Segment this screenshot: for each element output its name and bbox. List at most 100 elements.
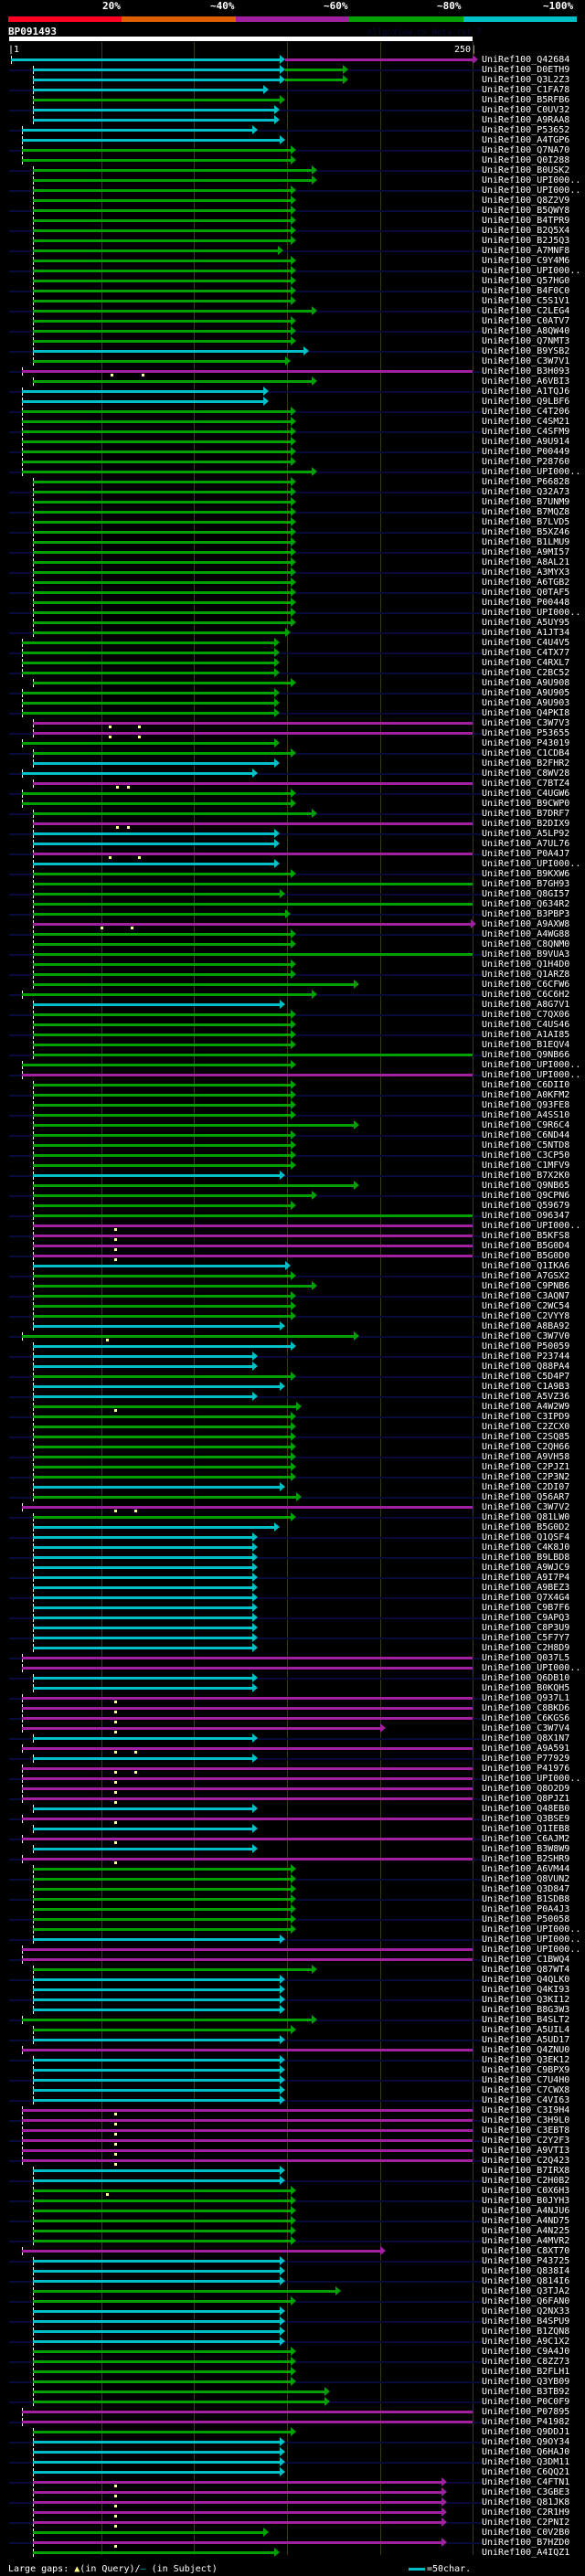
hit-label[interactable]: UniRef100_Q1QSF4: [482, 1532, 570, 1542]
hit-label[interactable]: UniRef100_C1FA78: [482, 85, 570, 95]
hit-label[interactable]: UniRef100_P50059: [482, 1341, 570, 1352]
hit-label[interactable]: UniRef100_Q81JK8: [482, 2497, 570, 2507]
hit-label[interactable]: UniRef100_B7HZD0: [482, 2538, 570, 2548]
hit-label[interactable]: UniRef100_B1EQV4: [482, 1040, 570, 1050]
hit-label[interactable]: UniRef100_Q56AR7: [482, 1492, 570, 1502]
hit-label[interactable]: UniRef100_A1TQJ6: [482, 387, 570, 397]
hit-label[interactable]: UniRef100_B1SDB8: [482, 1894, 570, 1904]
hit-label[interactable]: UniRef100_C5NTD8: [482, 1140, 570, 1150]
hit-label[interactable]: UniRef100_A4MVR2: [482, 2236, 570, 2246]
hit-label[interactable]: UniRef100_Q4ZNU0: [482, 2045, 570, 2055]
hit-label[interactable]: UniRef100_C9R6C4: [482, 1120, 570, 1130]
hit-label[interactable]: UniRef100_A9U903: [482, 698, 570, 708]
hit-label[interactable]: UniRef100_A4W2W9: [482, 1402, 570, 1412]
hit-label[interactable]: UniRef100_A7GSX2: [482, 1271, 570, 1281]
hit-label[interactable]: UniRef100_UPI000..: [482, 266, 581, 276]
hit-label[interactable]: UniRef100_C6ND44: [482, 1130, 570, 1140]
hit-label[interactable]: UniRef100_P28760: [482, 457, 570, 467]
hit-label[interactable]: UniRef100_C8XT70: [482, 2246, 570, 2256]
hit-label[interactable]: UniRef100_A5VZ36: [482, 1392, 570, 1402]
hit-label[interactable]: UniRef100_B5RFB6: [482, 95, 570, 105]
hit-label[interactable]: UniRef100_C2PJZ1: [482, 1462, 570, 1472]
hit-label[interactable]: UniRef100_Q4KI93: [482, 1985, 570, 1995]
hit-label[interactable]: UniRef100_Q0I288: [482, 155, 570, 165]
hit-label[interactable]: UniRef100_C8ZZ73: [482, 2357, 570, 2367]
hit-label[interactable]: UniRef100_A4SS10: [482, 1110, 570, 1120]
hit-label[interactable]: UniRef100_A9BEZ3: [482, 1583, 570, 1593]
hit-label[interactable]: UniRef100_A9C1X2: [482, 2337, 570, 2347]
hit-label[interactable]: UniRef100_UPI000..: [482, 186, 581, 196]
hit-label[interactable]: UniRef100_Q7NMT3: [482, 336, 570, 346]
hit-label[interactable]: UniRef100_C2H0B2: [482, 2176, 570, 2186]
hit-label[interactable]: UniRef100_Q7X4G4: [482, 1593, 570, 1603]
hit-label[interactable]: UniRef100_C7U4H0: [482, 2075, 570, 2085]
hit-label[interactable]: UniRef100_C0V2B0: [482, 2528, 570, 2538]
hit-label[interactable]: UniRef100_Q3DM11: [482, 2457, 570, 2467]
hit-label[interactable]: UniRef100_A9AXW8: [482, 919, 570, 929]
hit-label[interactable]: UniRef100_C4U4V5: [482, 638, 570, 648]
hit-label[interactable]: UniRef100_C1BWQ4: [482, 1955, 570, 1965]
hit-label[interactable]: UniRef100_C4SFM9: [482, 427, 570, 437]
hit-label[interactable]: UniRef100_Q9NB65: [482, 1181, 570, 1191]
hit-label[interactable]: UniRef100_Q3TJA2: [482, 2286, 570, 2296]
hit-label[interactable]: UniRef100_C3W7V0: [482, 1331, 570, 1341]
hit-label[interactable]: UniRef100_B2Q5X4: [482, 226, 570, 236]
hit-label[interactable]: UniRef100_C2ZCX0: [482, 1422, 570, 1432]
hit-label[interactable]: UniRef100_A6VM44: [482, 1864, 570, 1874]
hit-label[interactable]: UniRef100_A6VBI3: [482, 376, 570, 387]
hit-label[interactable]: UniRef100_Q3L2Z3: [482, 75, 570, 85]
hit-label[interactable]: UniRef100_Q3BSE9: [482, 1814, 570, 1824]
hit-label[interactable]: UniRef100_P77929: [482, 1754, 570, 1764]
hit-label[interactable]: UniRef100_A5LP92: [482, 829, 570, 839]
hit-label[interactable]: UniRef100_C2PNI2: [482, 2518, 570, 2528]
hit-label[interactable]: UniRef100_B8G3W3: [482, 2005, 570, 2015]
hit-label[interactable]: UniRef100_Q8GI57: [482, 889, 570, 899]
hit-label[interactable]: UniRef100_A5UIL4: [482, 2025, 570, 2035]
hit-label[interactable]: UniRef100_C0UV32: [482, 105, 570, 115]
hit-label[interactable]: UniRef100_Q9NB66: [482, 1050, 570, 1060]
hit-label[interactable]: UniRef100_UPI000..: [482, 608, 581, 618]
hit-label[interactable]: UniRef100_B2DIX9: [482, 819, 570, 829]
hit-label[interactable]: UniRef100_C2WC54: [482, 1301, 570, 1311]
hit-label[interactable]: UniRef100_B7IRX8: [482, 2166, 570, 2176]
hit-label[interactable]: UniRef100_Q87WT4: [482, 1965, 570, 1975]
hit-label[interactable]: UniRef100_C7CWX8: [482, 2085, 570, 2095]
hit-label[interactable]: UniRef100_C8P3U9: [482, 1623, 570, 1633]
hit-label[interactable]: UniRef100_A4N225: [482, 2226, 570, 2236]
hit-label[interactable]: UniRef100_Q6HAJ0: [482, 2447, 570, 2457]
hit-label[interactable]: UniRef100_P07895: [482, 2407, 570, 2417]
hit-label[interactable]: UniRef100_C5F7Y7: [482, 1633, 570, 1643]
hit-label[interactable]: UniRef100_Q93FE8: [482, 1100, 570, 1110]
hit-label[interactable]: UniRef100_B5G0D0: [482, 1251, 570, 1261]
hit-label[interactable]: UniRef100_Q1ARZ8: [482, 970, 570, 980]
hit-label[interactable]: UniRef100_C4TX77: [482, 648, 570, 658]
hit-label[interactable]: UniRef100_C3W7V2: [482, 1502, 570, 1512]
hit-label[interactable]: UniRef100_C2H8D9: [482, 1643, 570, 1653]
hit-label[interactable]: UniRef100_A9VTI3: [482, 2146, 570, 2156]
hit-label[interactable]: UniRef100_P0A4J3: [482, 1904, 570, 1914]
hit-label[interactable]: UniRef100_Q6FAN0: [482, 2296, 570, 2306]
hit-label[interactable]: UniRef100_Q88PA4: [482, 1362, 570, 1372]
hit-label[interactable]: UniRef100_A9A591: [482, 1744, 570, 1754]
hit-label[interactable]: UniRef100_C3AQN7: [482, 1291, 570, 1301]
hit-label[interactable]: UniRef100_C7QX06: [482, 1010, 570, 1020]
hit-label[interactable]: UniRef100_A4NJU6: [482, 2206, 570, 2216]
hit-label[interactable]: UniRef100_B4SPU9: [482, 2316, 570, 2327]
hit-label[interactable]: UniRef100_Q9CPN6: [482, 1191, 570, 1201]
hit-label[interactable]: UniRef100_B7DRF7: [482, 809, 570, 819]
hit-label[interactable]: UniRef100_A7UL76: [482, 839, 570, 849]
hit-label[interactable]: UniRef100_Q1H4D0: [482, 959, 570, 970]
hit-label[interactable]: UniRef100_C9APQ3: [482, 1613, 570, 1623]
hit-label[interactable]: UniRef100_B5XZ46: [482, 527, 570, 537]
hit-label[interactable]: UniRef100_C3CP50: [482, 1150, 570, 1161]
hit-label[interactable]: UniRef100_C0X6H3: [482, 2186, 570, 2196]
hit-label[interactable]: UniRef100_Q1IEB8: [482, 1824, 570, 1834]
hit-label[interactable]: UniRef100_Q57HG0: [482, 276, 570, 286]
hit-label[interactable]: UniRef100_C1A9B3: [482, 1382, 570, 1392]
hit-label[interactable]: UniRef100_C1MFV9: [482, 1161, 570, 1171]
hit-label[interactable]: UniRef100_C3IPD9: [482, 1412, 570, 1422]
hit-label[interactable]: UniRef100_Q3D847: [482, 1884, 570, 1894]
hit-label[interactable]: UniRef100_A8AL21: [482, 557, 570, 567]
hit-label[interactable]: UniRef100_B7MQZ8: [482, 507, 570, 517]
hit-label[interactable]: UniRef100_Q9DDJ1: [482, 2427, 570, 2437]
